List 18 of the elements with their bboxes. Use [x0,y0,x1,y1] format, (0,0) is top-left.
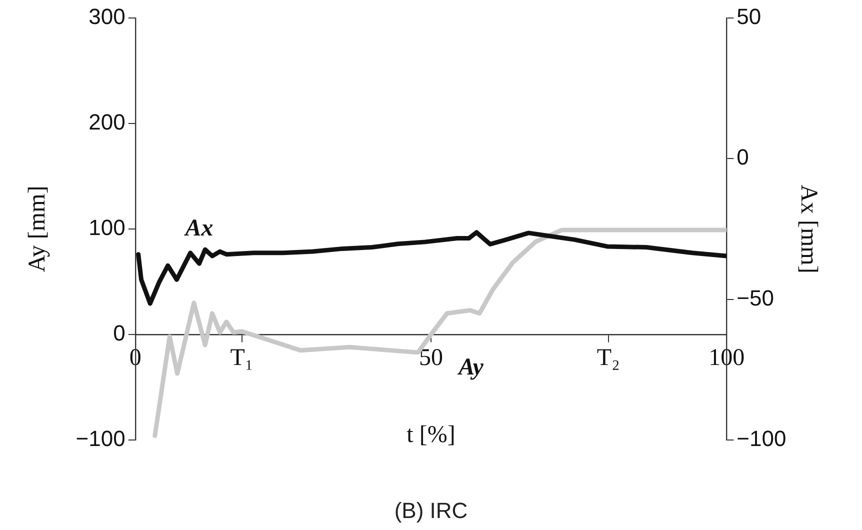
y-tick-label: 200 [88,110,126,135]
y2-tick-label: −100 [736,426,786,452]
x-tick-label: 50 [419,345,443,372]
y2-axis-title: Ax [mm] [795,184,822,274]
text: (B) IRC [394,498,468,523]
x-tick-label: T₂ [596,345,620,372]
y-tick-label: 100 [88,215,126,240]
series-label: Ay [456,354,484,380]
y2-tick-label: 0 [736,144,749,170]
series-label: Ax [183,216,214,242]
x-tick-label: T₁ [230,345,254,372]
x-axis-title: t [%] [406,422,456,448]
y2-tick-label: −50 [736,285,774,310]
y-tick-label: 0 [113,320,126,346]
y2-tick-label: 50 [736,4,762,30]
y-axis-title: Ay [mm] [24,186,51,272]
y-tick-label: −100 [76,426,126,452]
y-tick-label: 300 [88,4,126,30]
